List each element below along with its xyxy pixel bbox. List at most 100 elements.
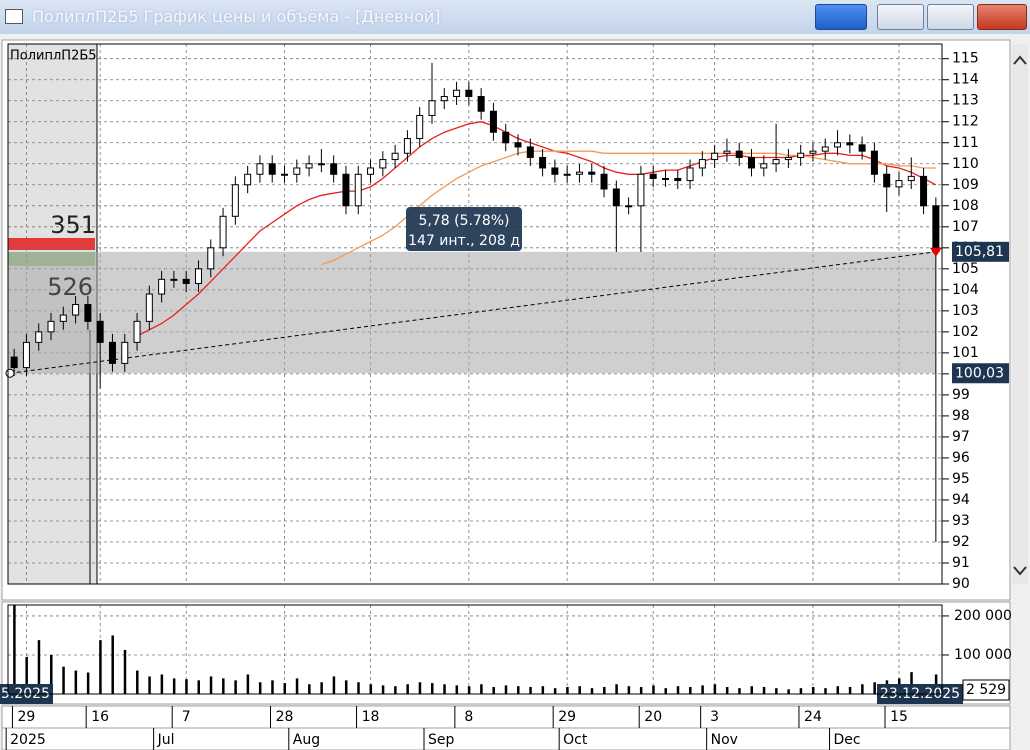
minimize-button[interactable] xyxy=(877,4,924,30)
volume-bar xyxy=(357,682,360,694)
volume-bar xyxy=(271,680,274,694)
volume-bar xyxy=(320,682,323,694)
volume-bar xyxy=(566,686,569,694)
candle-body xyxy=(10,356,18,369)
link-button[interactable] xyxy=(815,4,867,30)
y-tick-label: 110 xyxy=(952,156,979,172)
scrollbar[interactable] xyxy=(1012,44,1028,584)
y-tick-label: 111 xyxy=(952,135,979,151)
candle-body xyxy=(35,331,43,343)
y-tick-label: 200 000 xyxy=(954,608,1012,624)
scroll-down[interactable] xyxy=(1013,566,1027,576)
x-tick-label: 15 xyxy=(890,709,908,725)
volume-bar xyxy=(504,685,508,694)
candle-body xyxy=(305,163,313,169)
month-label: Jul xyxy=(157,732,175,748)
volume-bar xyxy=(50,654,53,694)
x-tick-label: 8 xyxy=(464,709,473,725)
candle-body xyxy=(883,173,891,188)
volume-bar xyxy=(750,686,754,694)
trend-line xyxy=(9,251,936,374)
moving-average xyxy=(321,150,936,266)
candle-body xyxy=(539,156,547,169)
month-label: Nov xyxy=(711,732,738,748)
candle-body xyxy=(698,159,706,169)
month-row xyxy=(1,727,1011,750)
volume-bar xyxy=(627,686,631,694)
volume-bar xyxy=(799,688,803,694)
candle-body xyxy=(145,293,153,322)
candle-body xyxy=(784,156,792,161)
candle-body xyxy=(391,152,399,161)
profile-label: 351 xyxy=(50,211,96,239)
volume-bar xyxy=(406,684,409,694)
volume-bar xyxy=(787,689,790,694)
volume-bar xyxy=(258,682,262,694)
candle-body xyxy=(428,100,436,116)
volume-bar xyxy=(467,686,471,694)
volume-bar xyxy=(234,680,237,694)
volume-bar xyxy=(86,672,90,694)
scroll-up[interactable] xyxy=(1013,55,1027,65)
volume-bar xyxy=(848,686,852,694)
volume-bar xyxy=(394,686,397,694)
volume-bar xyxy=(861,684,864,694)
candle-body xyxy=(502,131,510,144)
volume-bar xyxy=(603,686,606,694)
candle-body xyxy=(551,167,559,175)
volume-bar xyxy=(676,686,680,694)
volume-bar xyxy=(209,676,213,694)
candle-body xyxy=(453,89,461,98)
candle-body xyxy=(920,175,928,207)
y-tick-label: 96 xyxy=(952,450,970,466)
volume-bar xyxy=(541,686,545,694)
candle-body xyxy=(834,142,842,148)
volume-bar xyxy=(13,605,16,694)
candle-body xyxy=(858,144,866,152)
volume-bar xyxy=(62,666,65,694)
candle-body xyxy=(281,173,289,176)
candle-body xyxy=(477,96,485,112)
volume-bar xyxy=(74,670,78,694)
candle-body xyxy=(22,341,30,369)
volume-bar xyxy=(136,670,139,694)
x-tick-label: 3 xyxy=(710,709,719,725)
x-tick-label: 20 xyxy=(644,709,662,725)
y-tick-label: 108 xyxy=(952,198,979,214)
candle-body xyxy=(649,173,657,179)
y-tick-label: 115 xyxy=(952,51,979,67)
candle-body xyxy=(416,114,424,140)
volume-bar xyxy=(775,688,778,694)
month-label: Aug xyxy=(293,732,320,748)
y-tick-label: 90 xyxy=(952,576,970,592)
candle-body xyxy=(809,150,817,154)
candle-body xyxy=(575,171,583,175)
candle-body xyxy=(108,341,116,364)
plot-frame xyxy=(7,604,943,695)
candle-body xyxy=(121,341,129,364)
candle-body xyxy=(219,215,227,249)
volume-bar xyxy=(725,686,729,694)
candle-body xyxy=(268,163,276,175)
y-tick-label: 112 xyxy=(952,114,979,130)
x-tick-label: 28 xyxy=(276,709,294,725)
candle-body xyxy=(194,268,202,285)
tooltip-line: 147 инт., 208 д xyxy=(408,233,520,249)
close-button[interactable] xyxy=(977,4,1027,30)
volume-bar xyxy=(578,686,581,694)
y-tick-label: 105 xyxy=(952,261,979,277)
month-label: 2025 xyxy=(10,732,46,748)
candle-body xyxy=(440,96,448,102)
price-label-box xyxy=(952,241,1009,262)
x-tick-label: 16 xyxy=(91,709,109,725)
maximize-button[interactable] xyxy=(927,4,974,30)
volume-bar xyxy=(836,686,840,694)
price-label: 105,81 xyxy=(955,244,1004,260)
candle-body xyxy=(59,314,67,322)
price-label: 100,03 xyxy=(955,365,1004,381)
candle-body xyxy=(600,173,608,190)
volume-bar xyxy=(25,656,28,694)
volume-bar xyxy=(713,684,717,694)
volume-bar xyxy=(185,679,188,694)
